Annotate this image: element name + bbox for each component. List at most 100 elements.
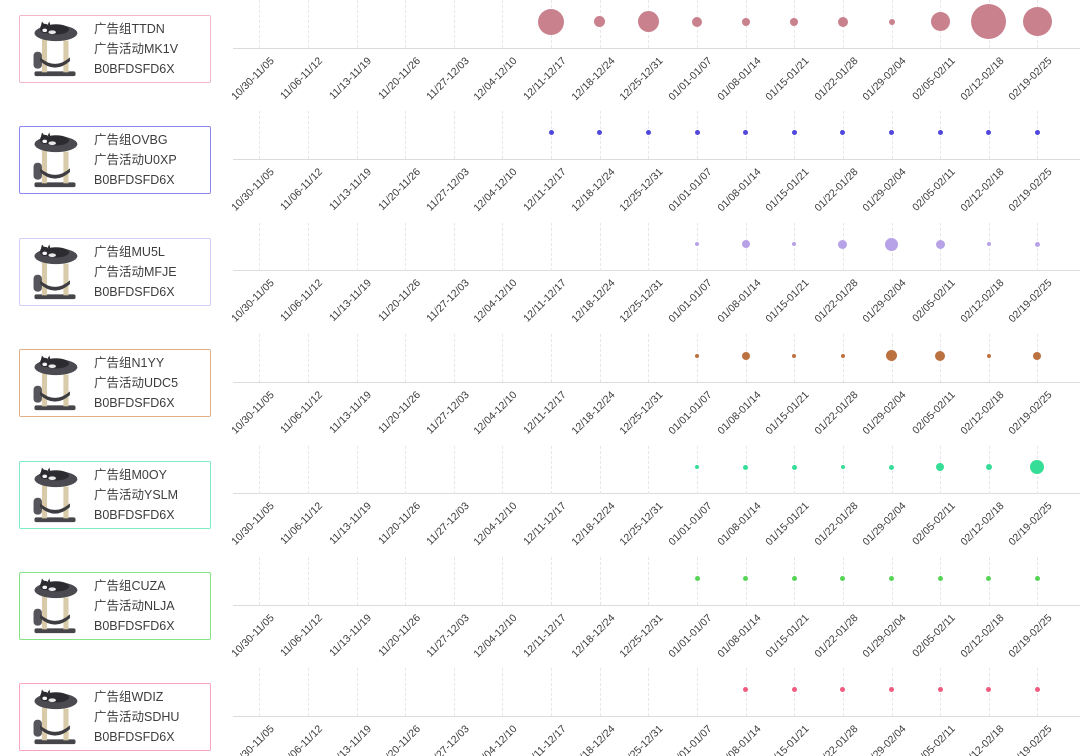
x-axis-label: 02/12-02/18 [958, 54, 1007, 103]
product-card[interactable]: 广告组MU5L 广告活动MFJE B0BFDSFD6X [19, 237, 211, 306]
ad-campaign-label: 广告活动MK1V [94, 42, 179, 56]
bubble[interactable] [986, 353, 991, 358]
bubble[interactable] [885, 237, 898, 251]
x-axis-label: 11/06-11/12 [278, 165, 326, 214]
x-axis-label: 10/30-11/05 [229, 500, 277, 548]
bubble[interactable] [889, 576, 894, 582]
bubble[interactable] [695, 353, 699, 358]
bubble[interactable] [840, 353, 845, 358]
bubble[interactable] [886, 350, 897, 362]
bubble[interactable] [986, 242, 991, 247]
bubble[interactable] [548, 130, 554, 136]
bubble[interactable] [888, 18, 895, 25]
gridline [502, 0, 504, 48]
bubble[interactable] [937, 130, 943, 136]
product-card[interactable]: 广告组M0OY 广告活动YSLM B0BFDSFD6X [19, 460, 211, 529]
bubble[interactable] [792, 353, 797, 358]
bubble[interactable] [838, 239, 848, 249]
bubble[interactable] [935, 239, 945, 249]
cat-tree-product-image [33, 244, 78, 299]
bubble[interactable] [538, 8, 565, 35]
bubble[interactable] [791, 687, 797, 693]
bubble[interactable] [986, 130, 992, 136]
bubble[interactable] [790, 17, 799, 26]
x-axis-label: 10/30-11/05 [229, 722, 277, 756]
x-axis-label: 11/20-11/26 [375, 277, 423, 325]
x-axis-label: 01/08-01/14 [714, 165, 764, 215]
bubble[interactable] [840, 465, 845, 470]
gridline [794, 111, 796, 160]
gridline [356, 445, 358, 494]
x-axis-label: 12/18-12/24 [569, 388, 618, 437]
x-axis-label: 11/06-11/12 [278, 722, 326, 756]
x-axis-label: 12/18-12/24 [569, 611, 618, 660]
bubble[interactable] [694, 576, 700, 582]
bubble[interactable] [791, 464, 797, 470]
bubble[interactable] [597, 130, 603, 136]
bubble[interactable] [889, 464, 894, 470]
bubble[interactable] [1034, 687, 1040, 693]
bubble[interactable] [935, 350, 946, 361]
bubble[interactable] [743, 130, 749, 136]
x-axis-label: 01/29-02/04 [860, 388, 909, 437]
bubble[interactable] [937, 576, 943, 582]
bubble[interactable] [986, 576, 992, 582]
bubble[interactable] [792, 242, 797, 247]
bubble[interactable] [741, 351, 750, 360]
x-axis-label: 12/04-12/10 [471, 54, 520, 103]
bubble[interactable] [986, 687, 992, 693]
bubble[interactable] [1022, 7, 1052, 37]
bubble[interactable] [637, 11, 659, 33]
gridline [599, 334, 601, 383]
bubble[interactable] [1034, 130, 1040, 136]
gridline [502, 668, 504, 717]
bubble[interactable] [743, 576, 749, 582]
bubble[interactable] [741, 17, 750, 26]
bubble[interactable] [695, 242, 699, 247]
bubble[interactable] [791, 130, 797, 136]
bubble[interactable] [594, 16, 606, 28]
gridline [551, 557, 553, 605]
bubble[interactable] [645, 130, 651, 136]
gridline [405, 334, 407, 383]
x-axis-label: 11/13-11/19 [327, 165, 375, 214]
bubble[interactable] [889, 687, 894, 693]
bubble[interactable] [743, 464, 749, 470]
asin-label: B0BFDSFD6X [94, 62, 175, 76]
bubble[interactable] [930, 12, 950, 32]
bubble[interactable] [695, 465, 699, 470]
bubble[interactable] [694, 130, 700, 136]
bubble[interactable] [791, 576, 797, 582]
bubble[interactable] [840, 687, 846, 693]
cat-tree-product-image [33, 467, 78, 522]
ad-row: 广告组N1YY 广告活动UDC5 B0BFDSFD6X 10/30-11/05 1… [0, 334, 1080, 446]
bubble[interactable] [936, 463, 945, 472]
product-card[interactable]: 广告组N1YY 广告活动UDC5 B0BFDSFD6X [19, 349, 211, 418]
bubble[interactable] [692, 16, 702, 27]
bubble[interactable] [837, 16, 848, 27]
x-axis-label: 01/08-01/14 [714, 54, 764, 103]
bubble[interactable] [741, 240, 750, 249]
bubble[interactable] [971, 4, 1007, 40]
bubble[interactable] [743, 687, 749, 693]
product-card[interactable]: 广告组TTDN 广告活动MK1V B0BFDSFD6X [19, 15, 211, 83]
bubble[interactable] [840, 130, 846, 136]
cat-tree-product-image [33, 355, 78, 411]
product-card[interactable]: 广告组WDIZ 广告活动SDHU B0BFDSFD6X [19, 683, 211, 752]
bubble[interactable] [937, 687, 943, 693]
product-card[interactable]: 广告组CUZA 广告活动NLJA B0BFDSFD6X [19, 572, 211, 640]
cat-tree-product-image [33, 689, 78, 745]
bubble[interactable] [1034, 241, 1040, 247]
bubble[interactable] [1033, 351, 1042, 360]
bubble[interactable] [1030, 460, 1045, 475]
product-card[interactable]: 广告组OVBG 广告活动U0XP B0BFDSFD6X [19, 126, 211, 195]
product-card-text: 广告组WDIZ 广告活动SDHU B0BFDSFD6X [94, 687, 179, 747]
bubble[interactable] [1034, 576, 1040, 582]
ad-row: 广告组OVBG 广告活动U0XP B0BFDSFD6X 10/30-11/05 1… [0, 111, 1080, 223]
bubble[interactable] [985, 464, 992, 471]
bubble[interactable] [840, 576, 846, 582]
x-axis-label: 11/13-11/19 [327, 500, 375, 548]
gridline [259, 0, 261, 48]
bubble[interactable] [889, 130, 894, 136]
x-axis-label: 12/25-12/31 [617, 54, 666, 103]
